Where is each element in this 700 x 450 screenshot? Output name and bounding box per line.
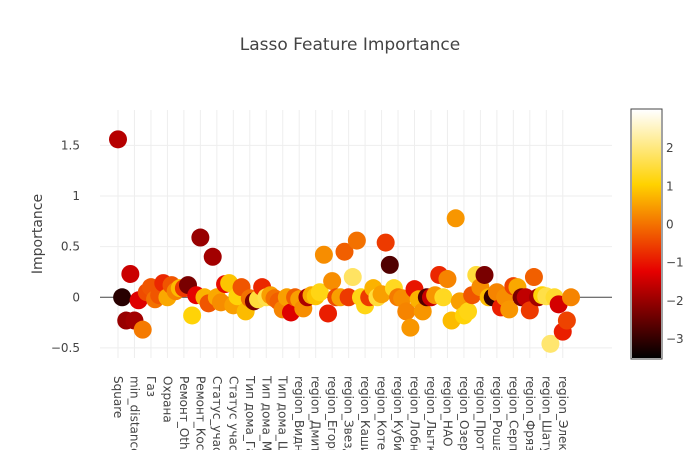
colorbar-tick-label: 0 <box>666 217 674 231</box>
data-points <box>109 130 580 353</box>
y-tick-label: 1.5 <box>61 138 80 152</box>
data-point <box>319 304 338 323</box>
data-point <box>343 268 362 287</box>
data-point <box>183 306 202 325</box>
x-tick-label: region_Котел <box>375 376 389 450</box>
y-axis-title: Importance <box>30 194 46 274</box>
x-tick-label: Ремонт_Косм <box>193 376 207 450</box>
x-tick-label: Охрана <box>160 376 174 423</box>
data-point <box>376 233 395 252</box>
x-tick-label: region_Видно <box>292 376 306 450</box>
x-tick-label: Тип дома_Мо <box>259 375 273 450</box>
x-tick-label: Ремонт_Oth <box>177 376 191 450</box>
x-tick-label: region_Кубин <box>391 376 405 450</box>
data-point <box>401 318 420 337</box>
colorbar: −3 −2 −1 0 1 2 <box>630 108 684 360</box>
x-tick-label: region_Серп <box>506 376 520 450</box>
data-point <box>397 302 416 321</box>
x-tick-label: region_Звезд <box>342 376 356 450</box>
x-tick-label: region_Егорь <box>325 376 339 450</box>
colorbar-frame <box>630 108 663 360</box>
y-tick-label: 0 <box>72 290 80 304</box>
data-point <box>524 268 543 287</box>
x-tick-label: region_Элект <box>556 376 570 450</box>
data-point <box>475 265 494 284</box>
x-tick-label: region_Роша <box>490 376 504 450</box>
x-tick-label: region_НАО ( <box>440 376 454 450</box>
x-tick-label: region_Каши <box>358 376 372 450</box>
data-point <box>109 130 127 149</box>
data-point <box>434 288 453 307</box>
data-point <box>113 288 132 307</box>
data-point <box>541 334 560 353</box>
colorbar-tick-label: −2 <box>666 294 684 308</box>
colorbar-tick-label: 1 <box>666 179 674 193</box>
data-point <box>380 255 399 274</box>
data-point <box>323 272 342 291</box>
x-tick-label: Square <box>111 376 125 418</box>
x-tick-label: Тип дома_Га <box>243 375 257 450</box>
data-point <box>520 301 539 320</box>
y-tick-labels: −0.5 0 0.5 1 1.5 <box>51 138 80 354</box>
x-tick-label: region_Озер <box>457 376 471 450</box>
colorbar-tick-label: −1 <box>666 256 684 270</box>
x-tick-label: Статус участ <box>226 376 240 450</box>
data-point <box>413 302 432 321</box>
data-point <box>314 245 333 264</box>
colorbar-tick-label: −3 <box>666 332 684 346</box>
x-tick-label: Статус_участ <box>210 376 224 450</box>
data-point <box>310 283 329 302</box>
data-point <box>203 247 222 266</box>
y-tick-label: −0.5 <box>51 341 80 355</box>
data-point <box>339 288 358 307</box>
data-point <box>562 288 580 307</box>
data-point <box>191 228 210 247</box>
x-tick-label: region_Фряз <box>523 376 537 450</box>
x-tick-label: region_Лыткл <box>424 376 438 450</box>
data-point <box>347 231 366 250</box>
data-point <box>557 311 576 330</box>
data-point <box>500 300 519 319</box>
chart-title: Lasso Feature Importance <box>240 35 460 55</box>
y-tick-label: 1 <box>72 189 80 203</box>
data-point <box>335 242 354 261</box>
data-point <box>133 320 152 339</box>
x-tick-labels: Square min_distance Газ Охрана Ремонт_Oth Рем… <box>111 375 570 450</box>
colorbar-tick-label: 2 <box>666 141 674 155</box>
y-tick-label: 0.5 <box>61 240 80 254</box>
colorbar-gradient <box>632 110 661 358</box>
x-tick-label: Тип дома_Щ <box>276 375 290 450</box>
x-tick-label: Газ <box>144 376 158 397</box>
data-point <box>121 264 140 283</box>
colorbar-tick-labels: −3 −2 −1 0 1 2 <box>666 141 684 346</box>
x-tick-label: region_Лобн <box>408 376 422 450</box>
data-point <box>438 270 457 289</box>
x-tick-label: region_Прот <box>473 376 487 450</box>
data-point <box>446 209 465 228</box>
x-tick-label: region_Шату <box>539 376 553 450</box>
data-point <box>459 302 478 321</box>
x-tick-label: region_Дмитр <box>309 376 323 450</box>
x-tick-label: min_distance <box>127 376 141 450</box>
